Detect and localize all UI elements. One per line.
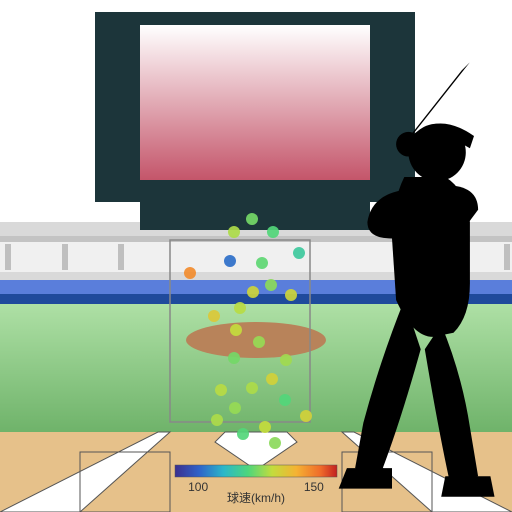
pitch-point: [300, 410, 312, 422]
stand-pillar: [62, 244, 68, 270]
pitch-point: [234, 302, 246, 314]
pitch-point: [265, 279, 277, 291]
pitch-point: [269, 437, 281, 449]
pitch-point: [266, 373, 278, 385]
legend-axis-label: 球速(km/h): [227, 491, 285, 505]
pitch-point: [228, 352, 240, 364]
pitch-point: [184, 267, 196, 279]
legend-colorbar: [175, 465, 337, 477]
pitch-point: [256, 257, 268, 269]
pitch-point: [267, 226, 279, 238]
pitch-point: [280, 354, 292, 366]
pitch-point: [259, 421, 271, 433]
pitch-point: [285, 289, 297, 301]
pitch-point: [208, 310, 220, 322]
pitch-point: [224, 255, 236, 267]
stand-pillar: [504, 244, 510, 270]
pitch-point: [237, 428, 249, 440]
legend-tick-label: 100: [188, 480, 208, 494]
pitch-point: [246, 382, 258, 394]
pitch-point: [253, 336, 265, 348]
stand-pillar: [5, 244, 11, 270]
pitch-point: [211, 414, 223, 426]
pitch-point: [228, 226, 240, 238]
pitch-point: [293, 247, 305, 259]
legend-tick-label: 150: [304, 480, 324, 494]
pitch-point: [279, 394, 291, 406]
pitch-point: [229, 402, 241, 414]
stand-pillar: [118, 244, 124, 270]
pitch-point: [246, 213, 258, 225]
pitch-point: [247, 286, 259, 298]
scoreboard-screen: [140, 25, 370, 180]
pitch-point: [215, 384, 227, 396]
pitch-point: [230, 324, 242, 336]
